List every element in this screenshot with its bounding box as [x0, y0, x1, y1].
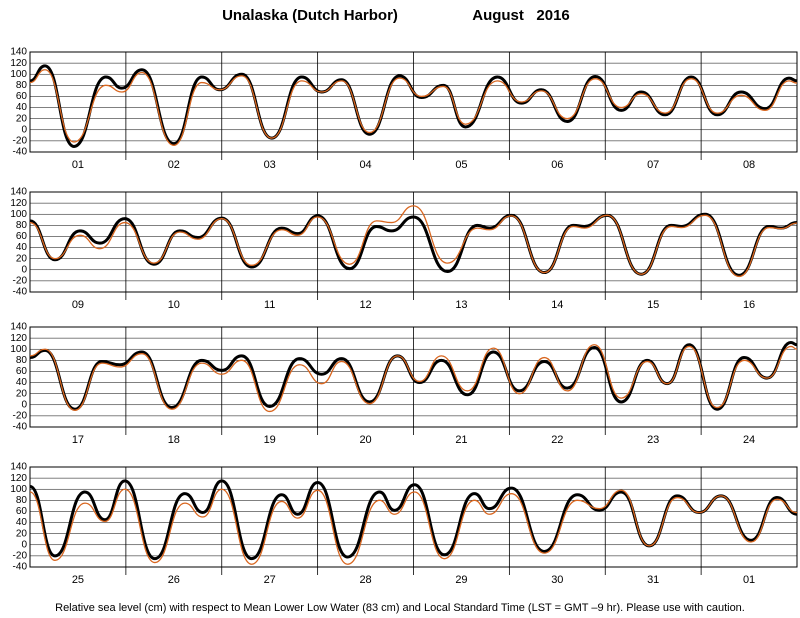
- y-tick-label: 60: [16, 231, 28, 242]
- day-label: 28: [359, 574, 371, 586]
- day-label: 07: [647, 159, 659, 171]
- tide-line: [29, 69, 798, 146]
- y-tick-label: 60: [16, 91, 28, 102]
- y-tick-label: 100: [10, 69, 27, 80]
- y-tick-label: 140: [10, 462, 27, 473]
- y-tick-label: 0: [21, 399, 27, 410]
- day-label: 24: [743, 434, 755, 446]
- y-tick-label: 140: [10, 47, 27, 58]
- y-tick-label: 140: [10, 187, 27, 198]
- y-tick-label: -20: [13, 276, 28, 287]
- y-tick-label: 100: [10, 344, 27, 355]
- y-tick-label: 20: [16, 113, 28, 124]
- day-label: 30: [551, 574, 563, 586]
- y-tick-label: 80: [16, 80, 28, 91]
- y-tick-label: 120: [10, 473, 27, 484]
- y-tick-label: 80: [16, 495, 28, 506]
- day-label: 01: [743, 574, 755, 586]
- day-label: 20: [359, 434, 371, 446]
- plot-frame: [29, 466, 798, 568]
- y-tick-label: 20: [16, 528, 28, 539]
- y-tick-label: 100: [10, 209, 27, 220]
- y-tick-label: 20: [16, 253, 28, 264]
- day-label: 03: [264, 159, 276, 171]
- day-label: 16: [743, 299, 755, 311]
- day-label: 12: [359, 299, 371, 311]
- y-tick-label: 60: [16, 506, 28, 517]
- day-label: 31: [647, 574, 659, 586]
- y-tick-label: -20: [13, 411, 28, 422]
- day-label: 10: [168, 299, 180, 311]
- tide-line: [29, 488, 798, 565]
- y-tick-label: 0: [21, 124, 27, 135]
- day-label: 27: [264, 574, 276, 586]
- y-tick-label: 120: [10, 58, 27, 69]
- tide-line: [29, 344, 798, 413]
- y-tick-label: -20: [13, 136, 28, 147]
- day-label: 26: [168, 574, 180, 586]
- day-label: 08: [743, 159, 755, 171]
- day-label: 05: [455, 159, 467, 171]
- day-label: 06: [551, 159, 563, 171]
- day-label: 11: [264, 299, 275, 311]
- page-date: August 2016: [472, 7, 570, 24]
- y-tick-label: 120: [10, 333, 27, 344]
- day-label: 14: [551, 299, 563, 311]
- day-label: 29: [455, 574, 467, 586]
- y-tick-label: 60: [16, 366, 28, 377]
- y-tick-label: 40: [16, 517, 28, 528]
- y-tick-label: 80: [16, 355, 28, 366]
- day-label: 01: [72, 159, 84, 171]
- y-tick-label: 80: [16, 220, 28, 231]
- day-label: 18: [168, 434, 180, 446]
- tide-line: [29, 205, 798, 278]
- y-tick-label: 0: [21, 539, 27, 550]
- plot-frame: [29, 191, 798, 293]
- day-label: 15: [647, 299, 659, 311]
- day-label: 02: [168, 159, 180, 171]
- y-tick-label: -40: [13, 562, 28, 573]
- y-tick-label: 0: [21, 264, 27, 275]
- y-tick-label: 120: [10, 198, 27, 209]
- y-tick-label: -40: [13, 287, 28, 298]
- plot-frame: [29, 51, 798, 153]
- day-label: 09: [72, 299, 84, 311]
- footer-note: Relative sea level (cm) with respect to …: [55, 602, 745, 614]
- day-label: 21: [455, 434, 467, 446]
- y-tick-label: 40: [16, 377, 28, 388]
- day-label: 19: [264, 434, 276, 446]
- y-tick-label: -40: [13, 422, 28, 433]
- y-tick-label: 20: [16, 388, 28, 399]
- day-label: 22: [551, 434, 563, 446]
- y-tick-label: 40: [16, 242, 28, 253]
- day-label: 25: [72, 574, 84, 586]
- y-tick-label: 100: [10, 484, 27, 495]
- day-label: 23: [647, 434, 659, 446]
- plot-frame: [29, 326, 798, 428]
- y-tick-label: -40: [13, 147, 28, 158]
- day-label: 17: [72, 434, 84, 446]
- y-tick-label: -20: [13, 551, 28, 562]
- y-tick-label: 140: [10, 322, 27, 333]
- day-label: 13: [455, 299, 467, 311]
- y-tick-label: 40: [16, 102, 28, 113]
- day-label: 04: [359, 159, 371, 171]
- page-title: Unalaska (Dutch Harbor): [222, 7, 398, 24]
